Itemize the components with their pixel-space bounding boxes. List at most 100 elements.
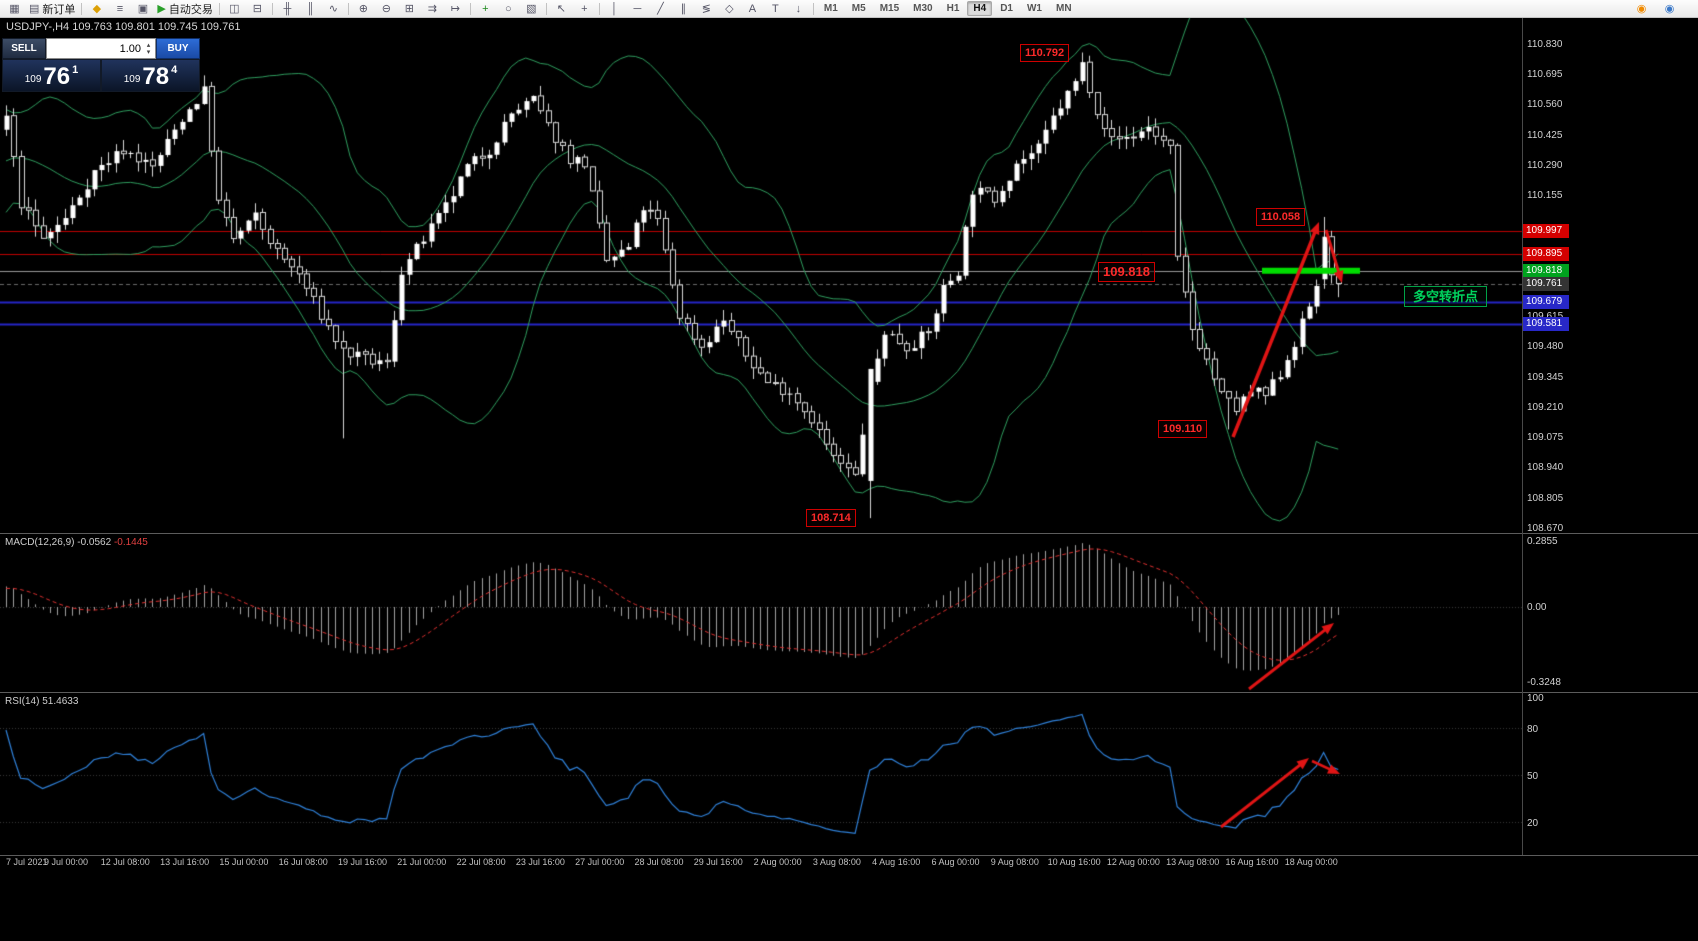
horizontal-line-button[interactable]: ─: [626, 0, 649, 18]
time-axis-label[interactable]: 9 Jul 00:00: [43, 857, 89, 867]
time-axis-label[interactable]: 2 Aug 00:00: [753, 857, 802, 867]
time-axis-label[interactable]: 4 Aug 16:00: [872, 857, 921, 867]
timeframe-mn-button[interactable]: MN: [1055, 3, 1072, 14]
label-button[interactable]: T: [764, 0, 787, 18]
toolbar-separator: [598, 2, 600, 15]
timeframe-m5-button[interactable]: M5: [851, 3, 866, 14]
indicators-button[interactable]: +: [474, 0, 497, 18]
cursor-button[interactable]: ↖: [550, 0, 573, 18]
indicators-icon: +: [482, 2, 489, 15]
cursor-icon: ↖: [556, 2, 566, 15]
volume-down-icon[interactable]: ▾: [146, 48, 151, 56]
ann-turning-point[interactable]: 多空转折点: [1404, 286, 1488, 307]
templates-icon: ▧: [526, 2, 537, 15]
cascade-windows-button[interactable]: ⊟: [246, 0, 269, 18]
macd-label: MACD(12,26,9) -0.0562 -0.1445: [5, 537, 148, 548]
volume-up-icon[interactable]: ▴: [146, 41, 151, 49]
toolbar-separator: [469, 2, 471, 15]
timeframe-m30-button[interactable]: M30: [913, 3, 933, 14]
time-axis-label[interactable]: 9 Aug 08:00: [990, 857, 1039, 867]
zoom-in-button[interactable]: ⊕: [352, 0, 375, 18]
candlestick-chart-button[interactable]: ║: [299, 0, 322, 18]
time-axis-label[interactable]: 6 Aug 00:00: [931, 857, 980, 867]
text-button[interactable]: A: [741, 0, 764, 18]
time-axis-label[interactable]: 22 Jul 08:00: [456, 857, 506, 867]
crosshair-button[interactable]: +: [573, 0, 596, 18]
time-axis-label[interactable]: 16 Jul 08:00: [278, 857, 328, 867]
fibonacci-button[interactable]: ≶: [695, 0, 718, 18]
time-axis-label[interactable]: 13 Jul 16:00: [160, 857, 210, 867]
ann-109110[interactable]: 109.110: [1158, 420, 1208, 439]
time-axis-label[interactable]: 3 Aug 08:00: [812, 857, 861, 867]
bid-point: 1: [72, 64, 79, 76]
new-order-button[interactable]: ▤ 新订单: [26, 0, 78, 18]
time-axis-label[interactable]: 27 Jul 00:00: [575, 857, 625, 867]
connection-status-icon[interactable]: ◉: [1664, 3, 1675, 15]
time-axis-label[interactable]: 12 Jul 08:00: [100, 857, 150, 867]
time-axis-label[interactable]: 15 Jul 00:00: [219, 857, 269, 867]
time-axis-label[interactable]: 29 Jul 16:00: [693, 857, 743, 867]
price-axis-label: 110.425: [1527, 129, 1563, 141]
grid-button[interactable]: ⊞: [398, 0, 421, 18]
bar-chart-button[interactable]: ╫: [276, 0, 299, 18]
buy-button[interactable]: BUY: [156, 38, 200, 59]
chart-shift-button[interactable]: ↦: [444, 0, 467, 18]
new-order-icon: ▤: [29, 2, 40, 15]
ann-110792[interactable]: 110.792: [1020, 43, 1070, 62]
timeframe-m15-button[interactable]: M15: [879, 3, 900, 14]
time-axis-label[interactable]: 21 Jul 00:00: [397, 857, 447, 867]
data-window-button[interactable]: ▣: [131, 0, 154, 18]
time-axis-label[interactable]: 12 Aug 00:00: [1106, 857, 1160, 867]
community-icon[interactable]: ◉: [1636, 3, 1647, 15]
ann-110058[interactable]: 110.058: [1256, 207, 1306, 226]
time-axis-label[interactable]: 23 Jul 16:00: [515, 857, 565, 867]
timeframe-m1-button[interactable]: M1: [823, 3, 838, 14]
channel-icon: ∥: [680, 2, 687, 15]
channel-button[interactable]: ∥: [672, 0, 695, 18]
macd-panel-separator[interactable]: [0, 533, 1698, 534]
time-axis-label[interactable]: 13 Aug 08:00: [1166, 857, 1220, 867]
rsi-panel-separator[interactable]: [0, 692, 1698, 693]
time-axis-label[interactable]: 18 Aug 00:00: [1284, 857, 1338, 867]
time-axis-label[interactable]: 10 Aug 16:00: [1047, 857, 1101, 867]
timeframe-h1-button[interactable]: H1: [946, 3, 960, 14]
auto-trading-button[interactable]: ▶ 自动交易: [154, 0, 215, 18]
price-axis-tag: 109.761: [1523, 276, 1569, 291]
trend-line-button[interactable]: ╱: [649, 0, 672, 18]
tile-windows-button[interactable]: ◫: [223, 0, 246, 18]
periods-button[interactable]: ○: [497, 0, 520, 18]
bid-integer: 109: [24, 74, 42, 85]
time-axis-label[interactable]: 19 Jul 16:00: [337, 857, 388, 867]
horizontal-line-icon: ─: [633, 2, 642, 15]
ann-109818[interactable]: 109.818: [1098, 261, 1155, 282]
templates-button[interactable]: ▧: [520, 0, 543, 18]
shapes-button[interactable]: ◇: [718, 0, 741, 18]
sell-button[interactable]: SELL: [2, 38, 46, 59]
price-axis-label: 109.075: [1527, 432, 1564, 444]
rsi-axis-label: 20: [1527, 817, 1539, 829]
volume-spinner[interactable]: ▴ ▾: [143, 39, 154, 58]
vertical-line-button[interactable]: │: [603, 0, 626, 18]
timeframe-h4-button[interactable]: H4: [967, 1, 993, 16]
line-chart-button[interactable]: ∿: [322, 0, 345, 18]
ask-price-panel[interactable]: 109 78 4: [101, 59, 200, 92]
metaeditor-button[interactable]: ◆: [85, 0, 108, 18]
auto-scroll-button[interactable]: ⇉: [421, 0, 444, 18]
timeframe-w1-button[interactable]: W1: [1026, 3, 1042, 14]
volume-input[interactable]: 1.00 ▴ ▾: [46, 38, 156, 59]
arrows-button[interactable]: ↓: [787, 0, 810, 18]
ann-108714[interactable]: 108.714: [806, 509, 856, 528]
time-axis-label[interactable]: 7 Jul 2021: [6, 857, 48, 867]
bid-price-panel[interactable]: 109 76 1: [2, 59, 101, 92]
price-axis-separator: [1522, 18, 1523, 855]
time-axis-label[interactable]: 16 Aug 16:00: [1225, 857, 1279, 867]
macd-axis-label: 0.00: [1527, 602, 1547, 613]
timeframe-d1-button[interactable]: D1: [1000, 3, 1013, 14]
zoom-out-button[interactable]: ⊖: [375, 0, 398, 18]
toolbar-separator: [81, 2, 83, 15]
time-axis-label[interactable]: 28 Jul 08:00: [634, 857, 684, 867]
market-watch-button[interactable]: ≡: [108, 0, 131, 18]
metaeditor-icon: ◆: [92, 2, 102, 15]
new-chart-button[interactable]: ▦: [3, 0, 26, 18]
